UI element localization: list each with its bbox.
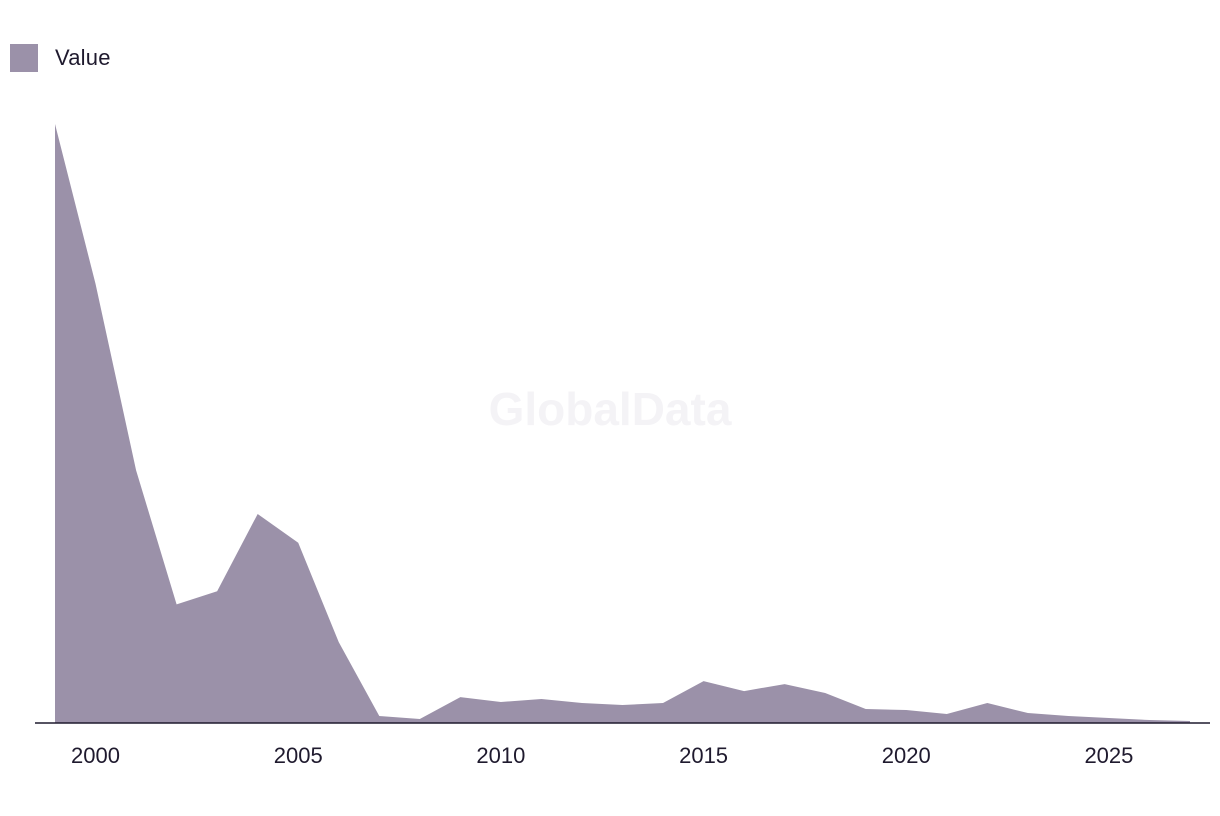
watermark-text: GlobalData — [489, 383, 732, 435]
x-tick-labels: 2000 2005 2010 2015 2020 2025 — [71, 743, 1133, 768]
x-tick-label-2010: 2010 — [476, 743, 525, 768]
area-layer — [55, 124, 1190, 723]
legend: Value — [10, 44, 111, 72]
area-series-value — [55, 124, 1190, 723]
x-tick-label-2015: 2015 — [679, 743, 728, 768]
x-tick-label-2000: 2000 — [71, 743, 120, 768]
x-tick-label-2005: 2005 — [274, 743, 323, 768]
legend-swatch — [10, 44, 38, 72]
x-tick-label-2020: 2020 — [882, 743, 931, 768]
legend-label-value: Value — [55, 45, 111, 70]
x-tick-label-2025: 2025 — [1084, 743, 1133, 768]
